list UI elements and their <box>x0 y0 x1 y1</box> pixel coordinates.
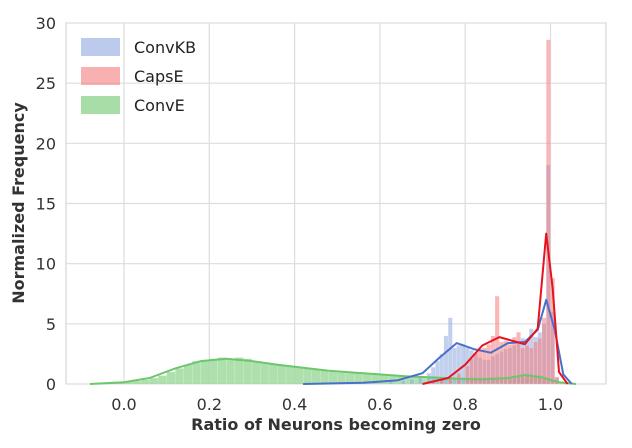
histogram-bar <box>209 358 219 385</box>
x-tick-label: 0.8 <box>452 395 477 414</box>
legend-label-capse: CapsE <box>134 67 184 86</box>
histogram-bar <box>183 364 193 385</box>
x-tick-label: 0.0 <box>111 395 136 414</box>
legend-swatch-conve <box>81 96 120 114</box>
histogram-bars <box>89 39 577 385</box>
y-tick-label: 0 <box>46 375 56 394</box>
y-tick-label: 15 <box>36 195 56 214</box>
histogram-bar <box>268 363 278 385</box>
histogram-bar <box>469 358 474 385</box>
histogram-bar <box>541 317 547 385</box>
histogram-bar <box>226 359 236 385</box>
y-axis-ticks: 0 5 10 15 20 25 30 <box>36 14 56 394</box>
histogram-bar <box>149 377 159 385</box>
x-tick-label: 1.0 <box>538 395 563 414</box>
kde-line-capse <box>422 232 569 385</box>
y-tick-label: 5 <box>46 315 56 334</box>
histogram-bar <box>157 375 167 385</box>
histogram-bar <box>217 357 227 385</box>
histogram-bar <box>166 371 176 385</box>
histogram-bar <box>140 379 150 385</box>
y-axis-label: Normalized Frequency <box>9 102 28 304</box>
histogram-bar <box>243 358 253 385</box>
histogram-bar <box>524 345 530 385</box>
y-tick-label: 30 <box>36 14 56 33</box>
histogram-bar <box>520 347 526 385</box>
histogram-bar <box>260 362 270 385</box>
histogram-bar <box>200 359 210 385</box>
x-tick-label: 0.4 <box>282 395 307 414</box>
kde-line-convkb <box>303 298 573 385</box>
histogram-bar <box>234 357 244 385</box>
histogram-bar <box>251 360 261 385</box>
histogram-bar <box>494 295 500 385</box>
density-curves <box>89 232 577 385</box>
legend-swatch-capse <box>81 67 120 85</box>
kde-line-conve <box>89 357 577 385</box>
histogram-bar <box>174 368 184 385</box>
histogram-bar <box>277 364 287 385</box>
legend: ConvKB CapsE ConvE <box>81 38 196 115</box>
x-axis-label: Ratio of Neurons becoming zero <box>191 415 481 434</box>
histogram-bar <box>319 370 329 385</box>
legend-swatch-convkb <box>81 38 120 56</box>
y-tick-label: 25 <box>36 74 56 93</box>
histogram-bar <box>285 365 295 385</box>
x-tick-label: 0.6 <box>367 395 392 414</box>
histogram-bar <box>443 335 449 385</box>
histogram-bar <box>311 369 321 385</box>
y-tick-label: 20 <box>36 134 56 153</box>
histogram-bar <box>490 335 496 385</box>
histogram-bar <box>546 39 551 385</box>
x-tick-label: 0.2 <box>197 395 222 414</box>
legend-label-convkb: ConvKB <box>134 38 196 57</box>
x-axis-ticks: 0.0 0.2 0.4 0.6 0.8 1.0 <box>111 395 563 414</box>
histogram-bar <box>302 368 312 385</box>
histogram-bar <box>409 378 415 385</box>
histogram-bar <box>528 347 534 385</box>
histogram-bar <box>401 380 406 385</box>
histogram-bar <box>379 374 389 385</box>
histogram-bar <box>328 371 338 385</box>
histogram-bar <box>294 366 304 385</box>
histogram-bar <box>465 365 470 385</box>
histogram-bar <box>192 360 201 385</box>
legend-label-conve: ConvE <box>134 96 185 115</box>
y-tick-label: 10 <box>36 255 56 274</box>
